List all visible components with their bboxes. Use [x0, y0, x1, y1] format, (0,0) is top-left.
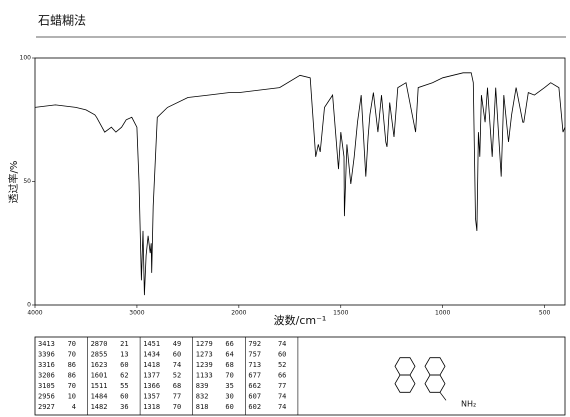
transmittance: 70	[68, 382, 76, 390]
structure	[394, 357, 447, 401]
bond	[439, 392, 447, 401]
table-frame	[34, 336, 566, 416]
wavenumber: 3413	[38, 340, 55, 348]
transmittance: 74	[278, 403, 286, 411]
wavenumber: 3316	[38, 361, 55, 369]
transmittance: 49	[173, 340, 181, 348]
wavenumber: 839	[196, 382, 209, 390]
transmittance: 70	[225, 372, 233, 380]
transmittance: 74	[173, 361, 181, 369]
x-tick-label: 3000	[129, 310, 144, 317]
transmittance: 4	[72, 403, 76, 411]
transmittance: 86	[68, 361, 76, 369]
transmittance: 74	[278, 393, 286, 401]
wavenumber: 1418	[143, 361, 160, 369]
wavenumber: 1133	[196, 372, 213, 380]
wavenumber: 1484	[91, 393, 108, 401]
amine-label: NH₂	[461, 400, 476, 409]
transmittance: 60	[278, 351, 286, 359]
transmittance: 68	[173, 382, 181, 390]
wavenumber: 1482	[91, 403, 108, 411]
wavenumber: 607	[248, 393, 261, 401]
wavenumber: 1377	[143, 372, 160, 380]
wavenumber: 818	[196, 403, 209, 411]
transmittance: 10	[68, 393, 76, 401]
transmittance: 70	[173, 403, 181, 411]
wavenumber: 3396	[38, 351, 55, 359]
ring	[394, 374, 416, 393]
transmittance: 66	[225, 340, 233, 348]
wavenumber: 713	[248, 361, 261, 369]
y-axis-label: 透过率/%	[7, 161, 20, 204]
wavenumber: 1601	[91, 372, 108, 380]
y-tick-label: 100	[20, 55, 32, 62]
transmittance: 52	[173, 372, 181, 380]
x-axis-label: 波数/cm⁻¹	[274, 314, 327, 327]
transmittance: 70	[68, 340, 76, 348]
transmittance: 13	[120, 351, 128, 359]
transmittance: 36	[120, 403, 128, 411]
plot-frame	[34, 57, 566, 306]
transmittance: 60	[120, 393, 128, 401]
x-tick-label: 4000	[27, 310, 42, 317]
wavenumber: 792	[248, 340, 261, 348]
transmittance: 77	[278, 382, 286, 390]
transmittance: 70	[68, 351, 76, 359]
x-tick-label: 1500	[333, 310, 348, 317]
wavenumber: 662	[248, 382, 261, 390]
wavenumber: 1318	[143, 403, 160, 411]
wavenumber: 3206	[38, 372, 55, 380]
x-tick-label: 1000	[435, 310, 450, 317]
x-tick-label: 2000	[231, 310, 246, 317]
transmittance: 21	[120, 340, 128, 348]
wavenumber: 3105	[38, 382, 55, 390]
transmittance: 86	[68, 372, 76, 380]
transmittance: 68	[225, 361, 233, 369]
wavenumber: 1357	[143, 393, 160, 401]
wavenumber: 677	[248, 372, 261, 380]
chart-title: 石蜡糊法	[38, 13, 86, 28]
x-tick-label: 500	[539, 310, 551, 317]
transmittance: 60	[173, 351, 181, 359]
wavenumber: 602	[248, 403, 261, 411]
wavenumber: 2855	[91, 351, 108, 359]
transmittance: 62	[120, 372, 128, 380]
y-tick-label: 50	[23, 178, 31, 185]
wavenumber: 1239	[196, 361, 213, 369]
y-tick-label: 0	[27, 302, 31, 309]
wavenumber: 1434	[143, 351, 160, 359]
transmittance: 77	[173, 393, 181, 401]
wavenumber: 1279	[196, 340, 213, 348]
wavenumber: 1273	[196, 351, 213, 359]
ring	[394, 357, 416, 376]
transmittance: 35	[225, 382, 233, 390]
wavenumber: 2870	[91, 340, 108, 348]
wavenumber: 2927	[38, 403, 55, 411]
wavenumber: 1366	[143, 382, 160, 390]
wavenumber: 757	[248, 351, 261, 359]
wavenumber: 2956	[38, 393, 55, 401]
spectrum-line	[34, 72, 566, 296]
transmittance: 30	[225, 393, 233, 401]
transmittance: 55	[120, 382, 128, 390]
wavenumber: 1451	[143, 340, 160, 348]
wavenumber: 832	[196, 393, 209, 401]
transmittance: 60	[120, 361, 128, 369]
transmittance: 66	[278, 372, 286, 380]
wavenumber: 1511	[91, 382, 108, 390]
transmittance: 52	[278, 361, 286, 369]
peak-table: 3413 70 3396 70 3316 86 3206 86 3105 70 2956 10 2927…	[38, 337, 299, 415]
ring	[424, 374, 446, 393]
ring	[424, 357, 446, 376]
transmittance: 74	[278, 340, 286, 348]
transmittance: 60	[225, 403, 233, 411]
wavenumber: 1623	[91, 361, 108, 369]
transmittance: 64	[225, 351, 233, 359]
